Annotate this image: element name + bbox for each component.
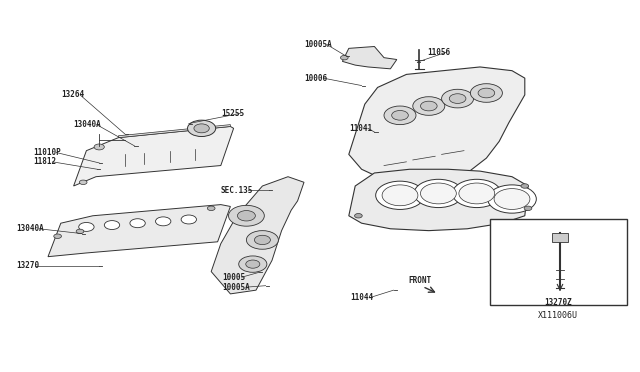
Circle shape bbox=[382, 185, 418, 206]
Circle shape bbox=[494, 189, 530, 209]
Text: 11044: 11044 bbox=[351, 293, 374, 302]
Circle shape bbox=[254, 235, 270, 245]
Circle shape bbox=[130, 219, 145, 228]
Circle shape bbox=[340, 55, 348, 60]
Text: 13270: 13270 bbox=[16, 262, 39, 270]
Circle shape bbox=[449, 94, 466, 103]
Circle shape bbox=[524, 206, 532, 211]
Polygon shape bbox=[211, 177, 304, 294]
Circle shape bbox=[246, 231, 278, 249]
Circle shape bbox=[355, 214, 362, 218]
Circle shape bbox=[488, 185, 536, 213]
Circle shape bbox=[521, 184, 529, 188]
Bar bbox=[490, 219, 627, 305]
Text: 11041: 11041 bbox=[349, 124, 372, 133]
Circle shape bbox=[384, 106, 416, 125]
Text: FRONT: FRONT bbox=[408, 276, 431, 285]
Circle shape bbox=[470, 84, 502, 102]
Bar bbox=[552, 232, 568, 242]
Text: 10005A: 10005A bbox=[223, 283, 250, 292]
Text: 10005: 10005 bbox=[223, 273, 246, 282]
Circle shape bbox=[442, 89, 474, 108]
Circle shape bbox=[54, 234, 61, 238]
Circle shape bbox=[414, 179, 463, 208]
Circle shape bbox=[76, 229, 84, 234]
Text: 13270Z: 13270Z bbox=[544, 298, 572, 307]
Circle shape bbox=[237, 211, 255, 221]
Circle shape bbox=[413, 97, 445, 115]
Text: 13264: 13264 bbox=[61, 90, 84, 99]
Text: X111006U: X111006U bbox=[538, 311, 578, 320]
Polygon shape bbox=[342, 46, 397, 69]
Text: 11812: 11812 bbox=[33, 157, 56, 166]
Circle shape bbox=[79, 222, 94, 231]
Text: 11056: 11056 bbox=[428, 48, 451, 57]
Circle shape bbox=[79, 180, 87, 185]
Text: SEC.135: SEC.135 bbox=[221, 186, 253, 195]
Text: 15255: 15255 bbox=[221, 109, 244, 118]
Polygon shape bbox=[48, 205, 230, 257]
Polygon shape bbox=[74, 126, 234, 186]
Text: 13040A: 13040A bbox=[74, 120, 101, 129]
Circle shape bbox=[452, 179, 501, 208]
Circle shape bbox=[181, 215, 196, 224]
Circle shape bbox=[156, 217, 171, 226]
Circle shape bbox=[207, 206, 215, 211]
Circle shape bbox=[94, 144, 104, 150]
Circle shape bbox=[478, 88, 495, 98]
Text: 11010P: 11010P bbox=[33, 148, 61, 157]
Circle shape bbox=[188, 120, 216, 137]
Circle shape bbox=[420, 183, 456, 204]
Circle shape bbox=[376, 181, 424, 209]
Circle shape bbox=[104, 221, 120, 230]
Circle shape bbox=[239, 256, 267, 272]
Circle shape bbox=[392, 110, 408, 120]
Circle shape bbox=[246, 260, 260, 268]
Circle shape bbox=[420, 101, 437, 111]
Circle shape bbox=[228, 205, 264, 226]
Circle shape bbox=[459, 183, 495, 204]
Circle shape bbox=[194, 124, 209, 133]
Polygon shape bbox=[349, 169, 528, 231]
Text: 10006: 10006 bbox=[304, 74, 327, 83]
Polygon shape bbox=[118, 125, 230, 138]
Text: 13040A: 13040A bbox=[16, 224, 44, 233]
Polygon shape bbox=[349, 67, 525, 180]
Text: 10005A: 10005A bbox=[304, 40, 332, 49]
